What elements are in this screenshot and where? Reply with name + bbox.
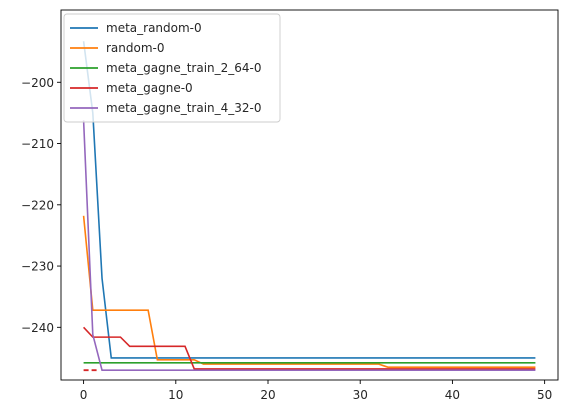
series-line-random-0 xyxy=(82,215,536,368)
y-tick-label--210: −210 xyxy=(21,137,54,151)
axis-layer: 0 10 20 30 40 50 −240 −230 −220 −210 −200 xyxy=(21,9,559,402)
x-tick-label-20: 20 xyxy=(260,388,275,402)
legend-label-meta_gagne_train_4_32-0: meta_gagne_train_4_32-0 xyxy=(106,101,262,115)
legend-label-random-0: random-0 xyxy=(106,41,165,55)
x-tick-label-30: 30 xyxy=(353,388,368,402)
x-tick-label-40: 40 xyxy=(445,388,460,402)
x-tick-label-10: 10 xyxy=(168,388,183,402)
legend-label-meta_gagne_train_2_64-0: meta_gagne_train_2_64-0 xyxy=(106,61,262,75)
x-tick-label-0: 0 xyxy=(80,388,88,402)
x-tick-label-50: 50 xyxy=(537,388,552,402)
series-line-meta_gagne_train_4_32-0 xyxy=(82,120,536,372)
y-tick-label--200: −200 xyxy=(21,76,54,90)
legend-label-meta_gagne-0: meta_gagne-0 xyxy=(106,81,193,95)
plot-frame xyxy=(60,9,559,381)
y-tick-label--230: −230 xyxy=(21,260,54,274)
series-line-meta_gagne-0 xyxy=(83,326,536,370)
y-tick-label--220: −220 xyxy=(21,198,54,212)
legend: meta_random-0 random-0 meta_gagne_train_2_… xyxy=(63,13,281,123)
y-tick-label--240: −240 xyxy=(21,321,54,335)
legend-box xyxy=(63,13,281,123)
legend-label-meta_random-0: meta_random-0 xyxy=(106,21,202,35)
